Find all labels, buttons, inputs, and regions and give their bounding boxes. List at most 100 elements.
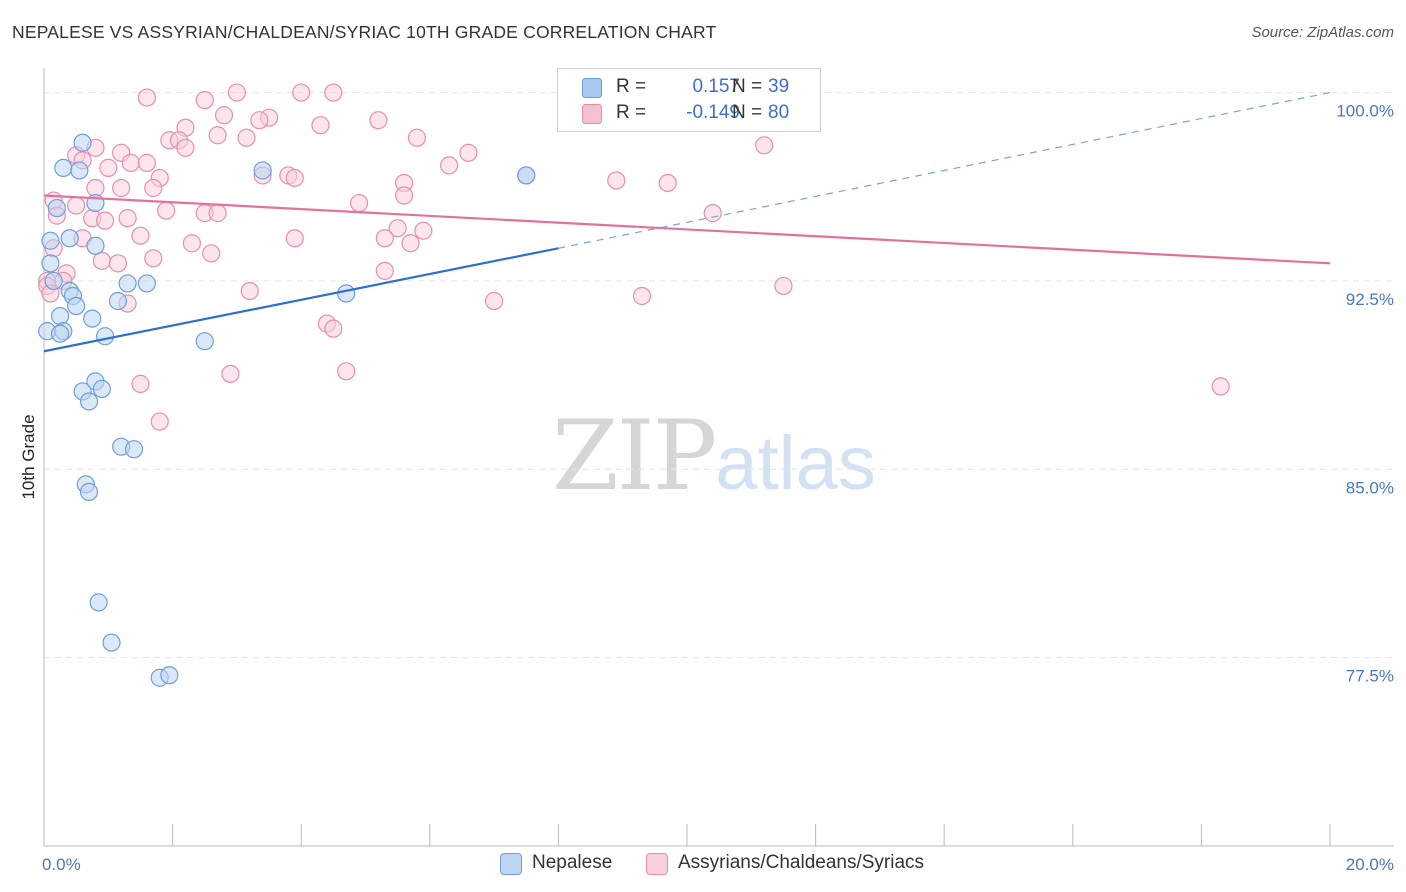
point-nepalese [137,274,156,293]
point-nepalese [67,296,86,316]
point-assyrian [202,244,221,263]
point-assyrian [112,178,131,198]
trend-line-nepalese-extension [558,91,1331,249]
chart-title: NEPALESE VS ASSYRIAN/CHALDEAN/SYRIAC 10T… [12,22,717,42]
point-nepalese [41,254,60,273]
point-nepalese [118,274,137,293]
point-assyrian [324,319,343,338]
point-assyrian [703,204,722,223]
legend-n-label: N = [732,102,763,123]
point-nepalese [102,633,121,652]
point-nepalese [86,236,105,255]
point-assyrian [375,261,394,280]
y-tick-label: 92.5% [1346,290,1394,309]
point-assyrian [755,136,774,155]
grid [44,92,1394,659]
point-assyrian [349,193,369,213]
point-assyrian [311,116,330,135]
point-assyrian [250,111,269,130]
point-assyrian [240,281,259,301]
trend-lines [43,91,1331,353]
legend-n-label: N = [732,76,763,97]
legend-r-label: R = [616,102,647,123]
point-assyrian [292,83,311,102]
point-nepalese [47,198,66,218]
point-assyrian [485,291,504,311]
legend-n-value: 39 [768,76,790,97]
point-assyrian [285,229,304,248]
point-nepalese [92,379,111,399]
point-assyrian [369,111,388,130]
axes [43,68,1394,847]
point-assyrian [95,211,115,230]
y-tick-label: 100.0% [1336,102,1394,121]
legend-swatch-assyrian [582,104,602,124]
watermark-zip: ZIP [552,400,717,512]
point-assyrian [401,234,420,253]
x-tick-label: 20.0% [1346,855,1394,874]
point-assyrian [439,156,459,175]
point-nepalese [89,593,108,612]
point-assyrian [285,168,304,188]
point-nepalese [517,166,536,185]
point-assyrian [208,204,227,223]
point-nepalese [253,161,272,180]
y-tick-label: 85.0% [1346,478,1394,497]
point-assyrian [150,412,169,431]
legend-label-assyrian: Assyrians/Chaldeans/Syriacs [678,852,925,873]
point-assyrian [375,229,394,248]
point-assyrian [337,362,356,381]
legend-label-nepalese: Nepalese [532,852,613,873]
point-nepalese [50,324,70,343]
point-assyrian [118,209,137,228]
point-nepalese [79,482,99,501]
point-assyrian [86,178,105,198]
point-assyrian [208,126,227,145]
y-ticks: 100.0% 92.5% 85.0% 77.5% [1336,102,1394,686]
point-assyrian [108,254,128,273]
point-assyrian [774,276,793,296]
point-nepalese [108,291,128,311]
point-nepalese [54,158,73,178]
watermark: ZIPatlas [552,400,876,512]
point-nepalese [95,327,115,346]
point-assyrian [144,249,163,268]
data-points [38,83,1230,687]
point-assyrian [176,138,195,157]
point-nepalese [41,231,60,250]
point-assyrian [1211,377,1230,396]
point-assyrian [131,226,150,245]
point-assyrian [67,196,86,215]
point-assyrian [221,364,240,383]
point-nepalese [195,332,214,351]
point-assyrian [237,128,256,147]
point-assyrian [131,374,150,393]
point-assyrian [195,90,214,110]
point-nepalese [44,271,63,291]
point-assyrian [137,88,156,107]
point-nepalese [60,229,79,248]
point-nepalese [79,392,99,411]
point-assyrian [144,178,163,198]
point-assyrian [658,173,677,193]
point-assyrian [388,219,407,238]
point-assyrian [92,251,111,270]
point-assyrian [99,158,118,178]
stats-legend: R = 0.157 N = 39 R = -0.149 N = 80 [557,68,821,132]
legend-swatch-assyrian [646,853,668,875]
point-assyrian [182,234,201,253]
point-nepalese [160,666,179,685]
watermark-atlas: atlas [715,421,876,506]
point-assyrian [407,128,427,147]
point-nepalese [124,440,144,459]
legend-r-value: -0.149 [686,102,740,123]
point-assyrian [121,153,140,172]
point-assyrian [459,143,478,162]
point-nepalese [50,306,70,326]
trend-line-assyrian [43,194,1331,265]
point-nepalese [83,309,102,328]
legend-r-label: R = [616,76,647,97]
point-assyrian [324,83,343,102]
point-assyrian [157,201,176,220]
legend-r-value: 0.157 [692,76,740,97]
